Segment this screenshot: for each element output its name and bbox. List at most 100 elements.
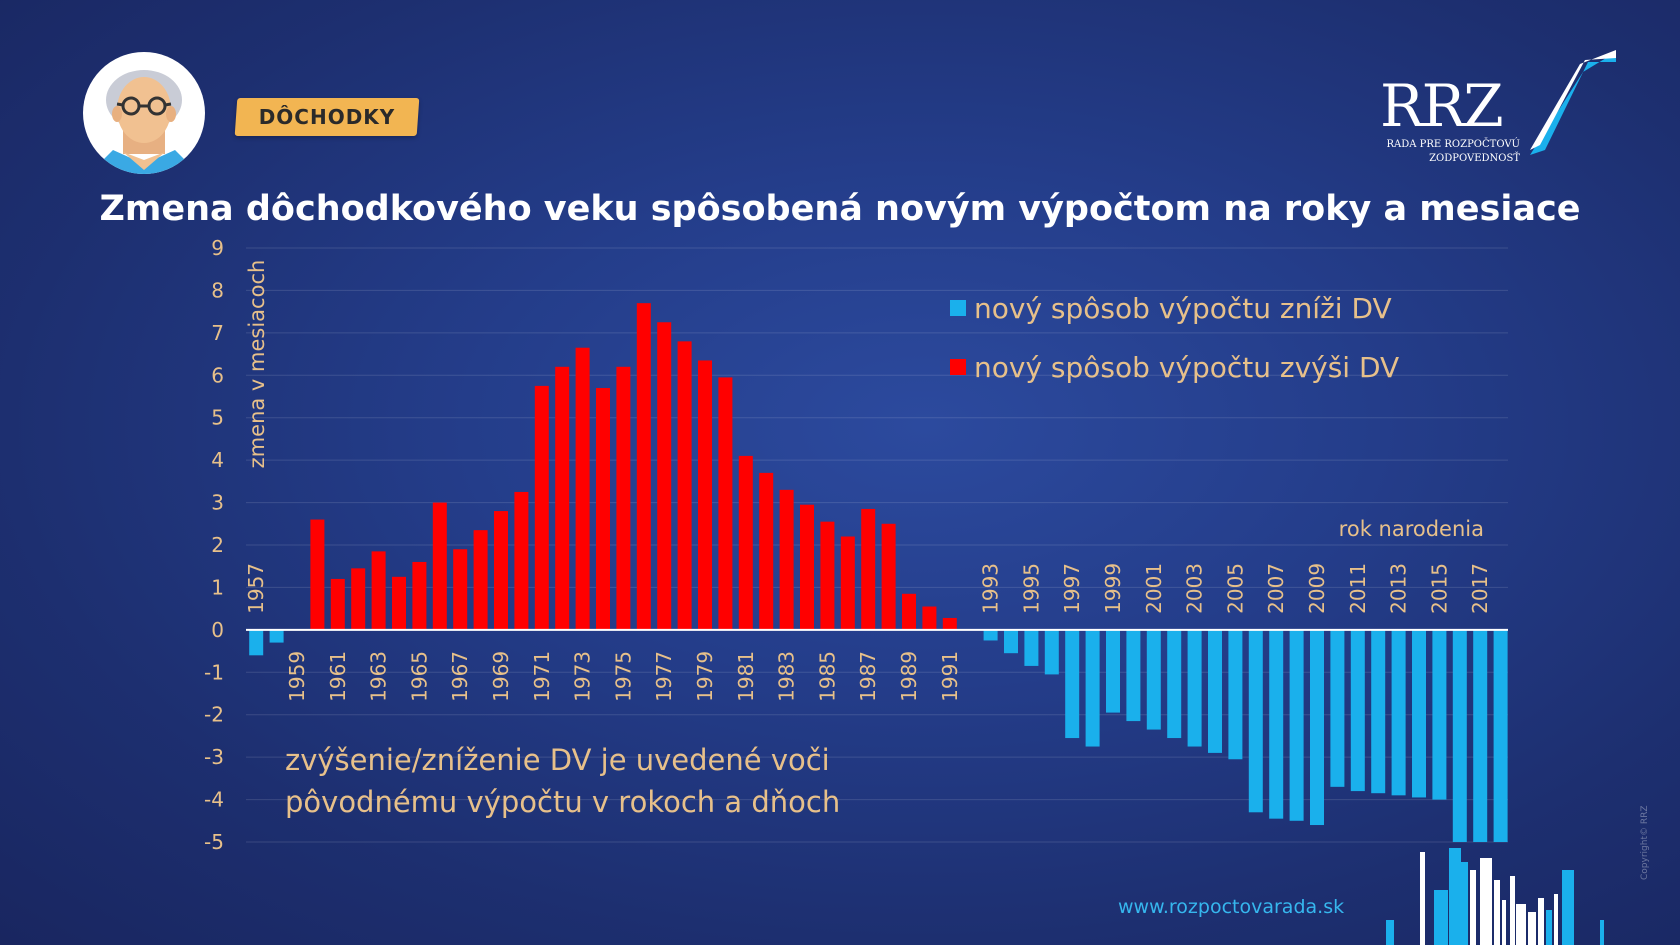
bar-2016	[1452, 629, 1467, 842]
annotation-line2: pôvodnému výpočtu v rokoch a dňoch	[285, 785, 840, 819]
decor-bar	[1562, 870, 1574, 945]
y-tick-label: 5	[211, 406, 224, 430]
x-tick-label: 1969	[489, 651, 513, 702]
bar-2007	[1269, 629, 1284, 819]
legend: nový spôsob výpočtu zníži DV nový spôsob…	[950, 292, 1399, 384]
x-axis-label: rok narodenia	[1339, 517, 1484, 541]
y-tick-label: 3	[211, 491, 224, 515]
decor-bar	[1420, 852, 1425, 945]
x-tick-label: 2007	[1264, 563, 1288, 614]
bar-1981	[738, 455, 753, 630]
y-tick-label: 1	[211, 575, 224, 599]
legend-increase-swatch	[950, 359, 966, 375]
bar-2017	[1473, 629, 1488, 842]
x-tick-label: 1997	[1060, 563, 1084, 614]
bar-1968	[473, 530, 488, 630]
bar-2018	[1493, 629, 1508, 842]
bar-1975	[616, 366, 631, 630]
legend-increase-label: nový spôsob výpočtu zvýši DV	[974, 351, 1399, 384]
y-tick-label: -1	[204, 660, 224, 684]
bar-2006	[1248, 629, 1263, 813]
bar-1976	[636, 303, 651, 630]
bar-1965	[412, 561, 427, 630]
legend-decrease-swatch	[950, 300, 966, 316]
copyright: Copyright© RRZ	[1640, 805, 1650, 880]
y-axis-label: zmena v mesiacoch	[245, 260, 269, 469]
website-link[interactable]: www.rozpoctovarada.sk	[1118, 896, 1345, 918]
bar-2002	[1167, 629, 1182, 739]
y-axis-ticks: 9 8 7 6 5 4 3 2 1 0 -1 -2 -3 -4 -5	[204, 236, 224, 854]
x-tick-label: 1989	[897, 651, 921, 702]
bar-1991	[942, 617, 957, 630]
bar-1966	[432, 502, 447, 630]
decor-bar	[1494, 880, 1500, 945]
bar-2009	[1310, 629, 1324, 826]
decor-bar	[1386, 920, 1394, 945]
bar-1958	[269, 629, 284, 643]
x-tick-label: 2011	[1346, 563, 1370, 614]
bar-1999	[1106, 629, 1120, 713]
bar-1986	[840, 536, 855, 630]
bar-1997	[1065, 629, 1080, 739]
bar-1967	[453, 549, 468, 630]
x-tick-label: 1963	[367, 651, 391, 702]
decor-bar	[1502, 900, 1506, 945]
x-tick-label: 1987	[856, 651, 880, 702]
y-tick-label: 6	[211, 363, 224, 387]
logo: RRZ RADA PRE ROZPOČTOVÚ ZODPOVEDNOSŤ	[1380, 50, 1616, 164]
x-tick-label: 2001	[1142, 563, 1166, 614]
y-tick-label: -2	[204, 703, 224, 727]
decor-bar	[1460, 862, 1468, 945]
bar-1969	[494, 511, 508, 630]
x-tick-label: 1995	[1019, 563, 1043, 614]
decor-bar	[1470, 870, 1476, 945]
bar-1994	[1004, 629, 1018, 654]
logo-text: RRZ	[1380, 72, 1504, 140]
logo-subtitle-line1: RADA PRE ROZPOČTOVÚ	[1386, 139, 1520, 150]
decor-bar	[1434, 890, 1448, 945]
decor-bar	[1516, 904, 1526, 945]
bar-2013	[1391, 629, 1406, 796]
bar-1980	[718, 377, 733, 630]
logo-mark-icon	[1530, 50, 1616, 155]
y-tick-label: 7	[211, 321, 224, 345]
bar-1993	[983, 629, 998, 641]
bar-1972	[555, 366, 570, 630]
bar-2014	[1412, 629, 1426, 798]
chart-bars	[249, 303, 1508, 842]
x-tick-label: 1971	[530, 651, 554, 702]
bar-1987	[861, 508, 876, 630]
bar-1963	[371, 551, 386, 630]
bar-1989	[902, 593, 916, 630]
x-tick-label: 2003	[1183, 563, 1207, 614]
x-tick-label: 2015	[1427, 563, 1451, 614]
bar-2010	[1330, 629, 1345, 787]
bar-2003	[1187, 629, 1202, 747]
bar-1971	[534, 385, 549, 630]
bar-2012	[1371, 629, 1386, 794]
bar-1970	[514, 491, 529, 630]
decor-bar	[1600, 920, 1604, 945]
bar-2000	[1126, 629, 1141, 722]
y-tick-label: 9	[211, 236, 224, 260]
x-tick-label: 1959	[285, 651, 309, 702]
y-tick-label: 2	[211, 533, 224, 557]
x-tick-label: 1957	[244, 563, 268, 614]
decorative-bars-icon	[1386, 848, 1604, 945]
bar-2015	[1432, 629, 1447, 800]
x-tick-label: 1965	[407, 651, 431, 702]
x-tick-label: 1991	[938, 651, 962, 702]
bar-1984	[800, 504, 814, 630]
decor-bar	[1510, 876, 1515, 945]
bar-1973	[575, 347, 590, 630]
legend-decrease-label: nový spôsob výpočtu zníži DV	[974, 292, 1392, 325]
bar-1982	[759, 472, 774, 630]
x-axis-labels: 1957 1959 1961 1963 1965 1967 1969 1971 1973 1975…	[244, 563, 1492, 702]
decor-bar	[1546, 910, 1552, 945]
bar-1977	[657, 322, 672, 630]
x-tick-label: 1975	[611, 651, 635, 702]
y-tick-label: 0	[211, 618, 224, 642]
y-tick-label: -3	[204, 745, 224, 769]
y-tick-label: -4	[204, 788, 224, 812]
x-tick-label: 2009	[1305, 563, 1329, 614]
